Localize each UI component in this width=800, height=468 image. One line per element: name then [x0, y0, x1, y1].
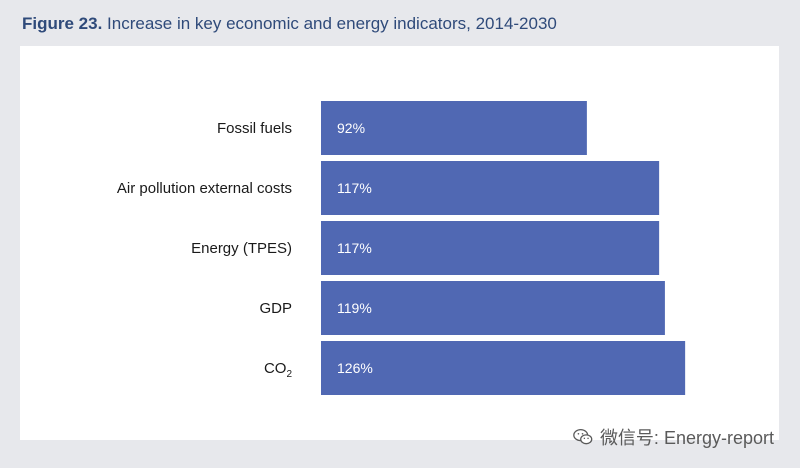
category-label: CO2 — [264, 360, 293, 380]
category-label: GDP — [259, 300, 292, 317]
bar-gdp — [321, 281, 665, 335]
watermark-text: 微信号: Energy-report — [599, 428, 774, 448]
figure-title: Figure 23. Increase in key economic and … — [22, 14, 557, 34]
value-label: 126% — [337, 360, 373, 376]
bar-co2 — [321, 341, 686, 395]
value-label: 119% — [337, 300, 372, 316]
category-label: Fossil fuels — [217, 120, 292, 137]
value-label: 117% — [337, 240, 372, 256]
category-label: Air pollution external costs — [117, 180, 292, 197]
bar-air-pollution-external-costs — [321, 161, 660, 215]
bar-fossil-fuels — [321, 101, 587, 155]
figure-number: Figure 23. — [22, 14, 103, 33]
value-label: 117% — [337, 180, 372, 196]
bar-energy-tpes- — [321, 221, 660, 275]
watermark: 微信号: Energy-report — [572, 424, 774, 450]
figure-caption: Increase in key economic and energy indi… — [107, 14, 557, 33]
category-label: Energy (TPES) — [191, 240, 292, 257]
wechat-icon — [573, 429, 593, 445]
value-label: 92% — [337, 120, 365, 136]
